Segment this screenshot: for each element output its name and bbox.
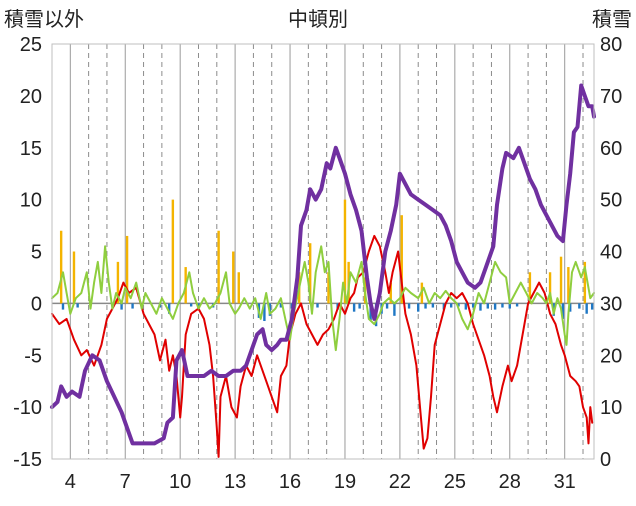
y-right-tick-label: 50: [600, 190, 622, 212]
y-right-tick-label: 70: [600, 86, 622, 108]
precip-bar: [400, 215, 403, 304]
negative-bar: [515, 303, 519, 307]
negative-bar: [568, 303, 572, 312]
negative-bar: [501, 303, 504, 308]
precip-bar: [232, 251, 235, 304]
precip-bar: [217, 230, 220, 304]
plot-frame: [51, 43, 595, 460]
negative-bar: [189, 303, 193, 307]
y-right-tick-label: 10: [600, 397, 622, 419]
chart-title: 中頓別: [288, 8, 348, 31]
y-right-tick-label: 20: [600, 345, 622, 367]
y-left-tick-label: -5: [24, 345, 42, 367]
negative-bar: [131, 303, 134, 309]
negative-bar: [120, 303, 123, 310]
x-tick-label: 28: [499, 471, 521, 493]
line-series: [50, 83, 596, 458]
negative-bar: [464, 303, 468, 310]
negative-bar: [76, 303, 79, 308]
grid: [51, 44, 594, 459]
x-tick-label: 4: [65, 471, 76, 493]
precip-bar: [567, 267, 570, 304]
y-right-tick-label: 30: [600, 293, 622, 315]
negative-bar: [457, 303, 460, 307]
negative-bar: [479, 303, 482, 311]
red-line-series: [51, 234, 594, 458]
y-left-tick-label: -15: [13, 449, 42, 471]
precip-bar: [125, 235, 129, 304]
negative-bar: [61, 303, 65, 310]
precip-bar: [237, 272, 240, 304]
negative-bar: [449, 303, 453, 308]
y-left-tick-label: 20: [20, 86, 42, 108]
negative-bar: [585, 303, 588, 314]
negative-bar: [385, 303, 389, 309]
negative-bar: [471, 303, 475, 308]
negative-bar: [358, 303, 361, 309]
precip-bar: [72, 251, 76, 304]
x-tick-label: 25: [444, 471, 466, 493]
x-tick-label: 19: [334, 471, 356, 493]
negative-bar: [508, 303, 511, 309]
precip-bar: [59, 230, 63, 304]
precip-bar: [528, 272, 532, 304]
y-right-axis-label: 積雪: [592, 8, 632, 31]
y-right-tick-label: 40: [600, 242, 622, 264]
x-tick-label: 10: [169, 471, 191, 493]
x-tick-label: 31: [554, 471, 576, 493]
precip-bar: [548, 272, 552, 304]
negative-bar: [407, 303, 411, 309]
negative-bar: [393, 303, 396, 316]
precip-bar: [343, 199, 347, 304]
negative-bar: [263, 303, 266, 322]
negative-bar: [486, 303, 489, 309]
y-right-tick-label: 0: [600, 449, 611, 471]
tick-labels: 4 7 10 13 16 19 22 25 28 31 -15 -10 -5 0 5 10 15 20 25 0 10 2…: [13, 34, 622, 493]
y-right-tick-label: 80: [600, 34, 622, 56]
x-tick-label: 7: [120, 471, 131, 493]
y-left-tick-label: 5: [31, 242, 42, 264]
x-tick-label: 13: [224, 471, 246, 493]
y-left-tick-label: 10: [20, 190, 42, 212]
y-right-tick-label: 60: [600, 138, 622, 160]
negative-bar: [431, 303, 435, 308]
y-left-tick-label: 15: [20, 138, 42, 160]
negative-bar: [417, 303, 420, 312]
negative-bar: [590, 303, 594, 310]
negative-bar: [578, 303, 581, 309]
precip-bar: [559, 256, 563, 304]
purple-line-series: [50, 83, 596, 446]
precip-bar: [327, 272, 330, 304]
y-left-tick-label: 0: [31, 293, 42, 315]
negative-bar: [424, 303, 427, 309]
x-tick-label: 16: [279, 471, 301, 493]
y-left-tick-label: -10: [13, 397, 42, 419]
negative-bar: [316, 303, 319, 308]
x-tick-label: 22: [389, 471, 411, 493]
negative-bar: [279, 303, 283, 308]
negative-bar: [167, 303, 171, 314]
precip-bar: [389, 282, 392, 304]
green-line-series: [51, 245, 595, 352]
negative-bar: [493, 303, 497, 310]
precip-bar: [583, 261, 587, 304]
y-left-tick-label: 25: [20, 34, 42, 56]
y-left-axis-label: 積雪以外: [4, 8, 84, 31]
negative-bar: [561, 303, 565, 319]
negative-bar: [352, 303, 356, 312]
precip-bar: [116, 261, 120, 304]
precip-bar: [308, 243, 312, 304]
precip-bar: [171, 199, 175, 304]
